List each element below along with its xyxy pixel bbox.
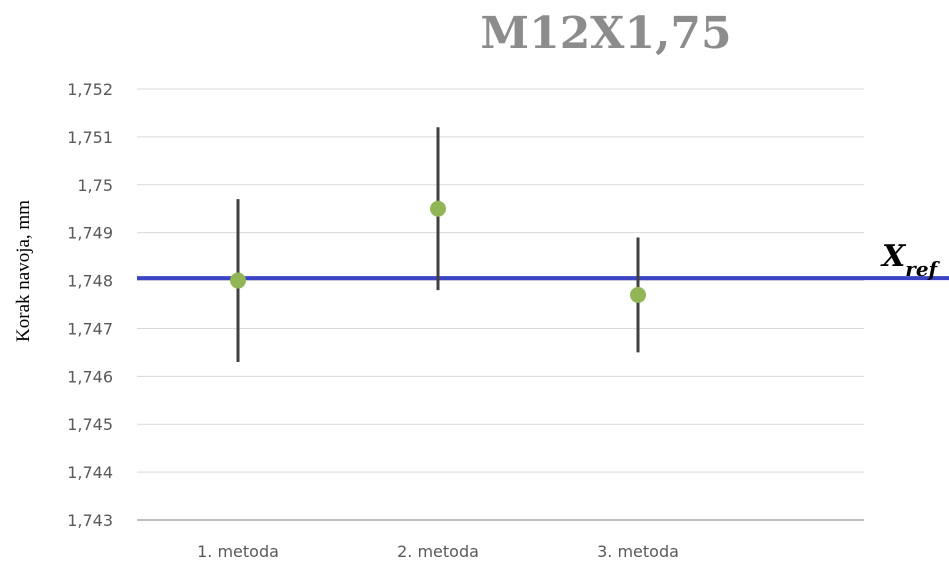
y-tick-label: 1,749 [67, 224, 113, 243]
error-bars [236, 127, 640, 362]
y-tick-labels: 1,7431,7441,7451,7461,7471,7481,7491,751… [67, 80, 113, 530]
data-point [430, 200, 446, 217]
reference-subscript: ref [905, 257, 940, 281]
x-tick-label: 3. metoda [597, 542, 679, 561]
y-tick-label: 1,751 [67, 128, 113, 147]
data-point [230, 272, 246, 289]
gridlines [137, 88, 864, 521]
chart-title: M12X1,75 [480, 8, 731, 59]
y-tick-label: 1,748 [67, 272, 113, 291]
y-tick-label: 1,752 [67, 80, 113, 99]
reference-symbol: X [880, 239, 907, 274]
y-tick-label: 1,745 [67, 415, 113, 434]
data-point [630, 286, 646, 303]
y-axis-label: Korak navoja, mm [13, 200, 34, 342]
y-tick-label: 1,75 [77, 176, 113, 195]
y-tick-label: 1,746 [67, 367, 113, 386]
reference-label: Xref [880, 239, 941, 281]
y-tick-label: 1,744 [67, 463, 113, 482]
x-tick-labels: 1. metoda 2. metoda 3. metoda [197, 542, 679, 561]
x-tick-label: 1. metoda [197, 542, 279, 561]
y-tick-label: 1,747 [67, 319, 113, 338]
y-tick-label: 1,743 [67, 511, 113, 530]
x-tick-label: 2. metoda [397, 542, 479, 561]
data-points [230, 200, 646, 303]
